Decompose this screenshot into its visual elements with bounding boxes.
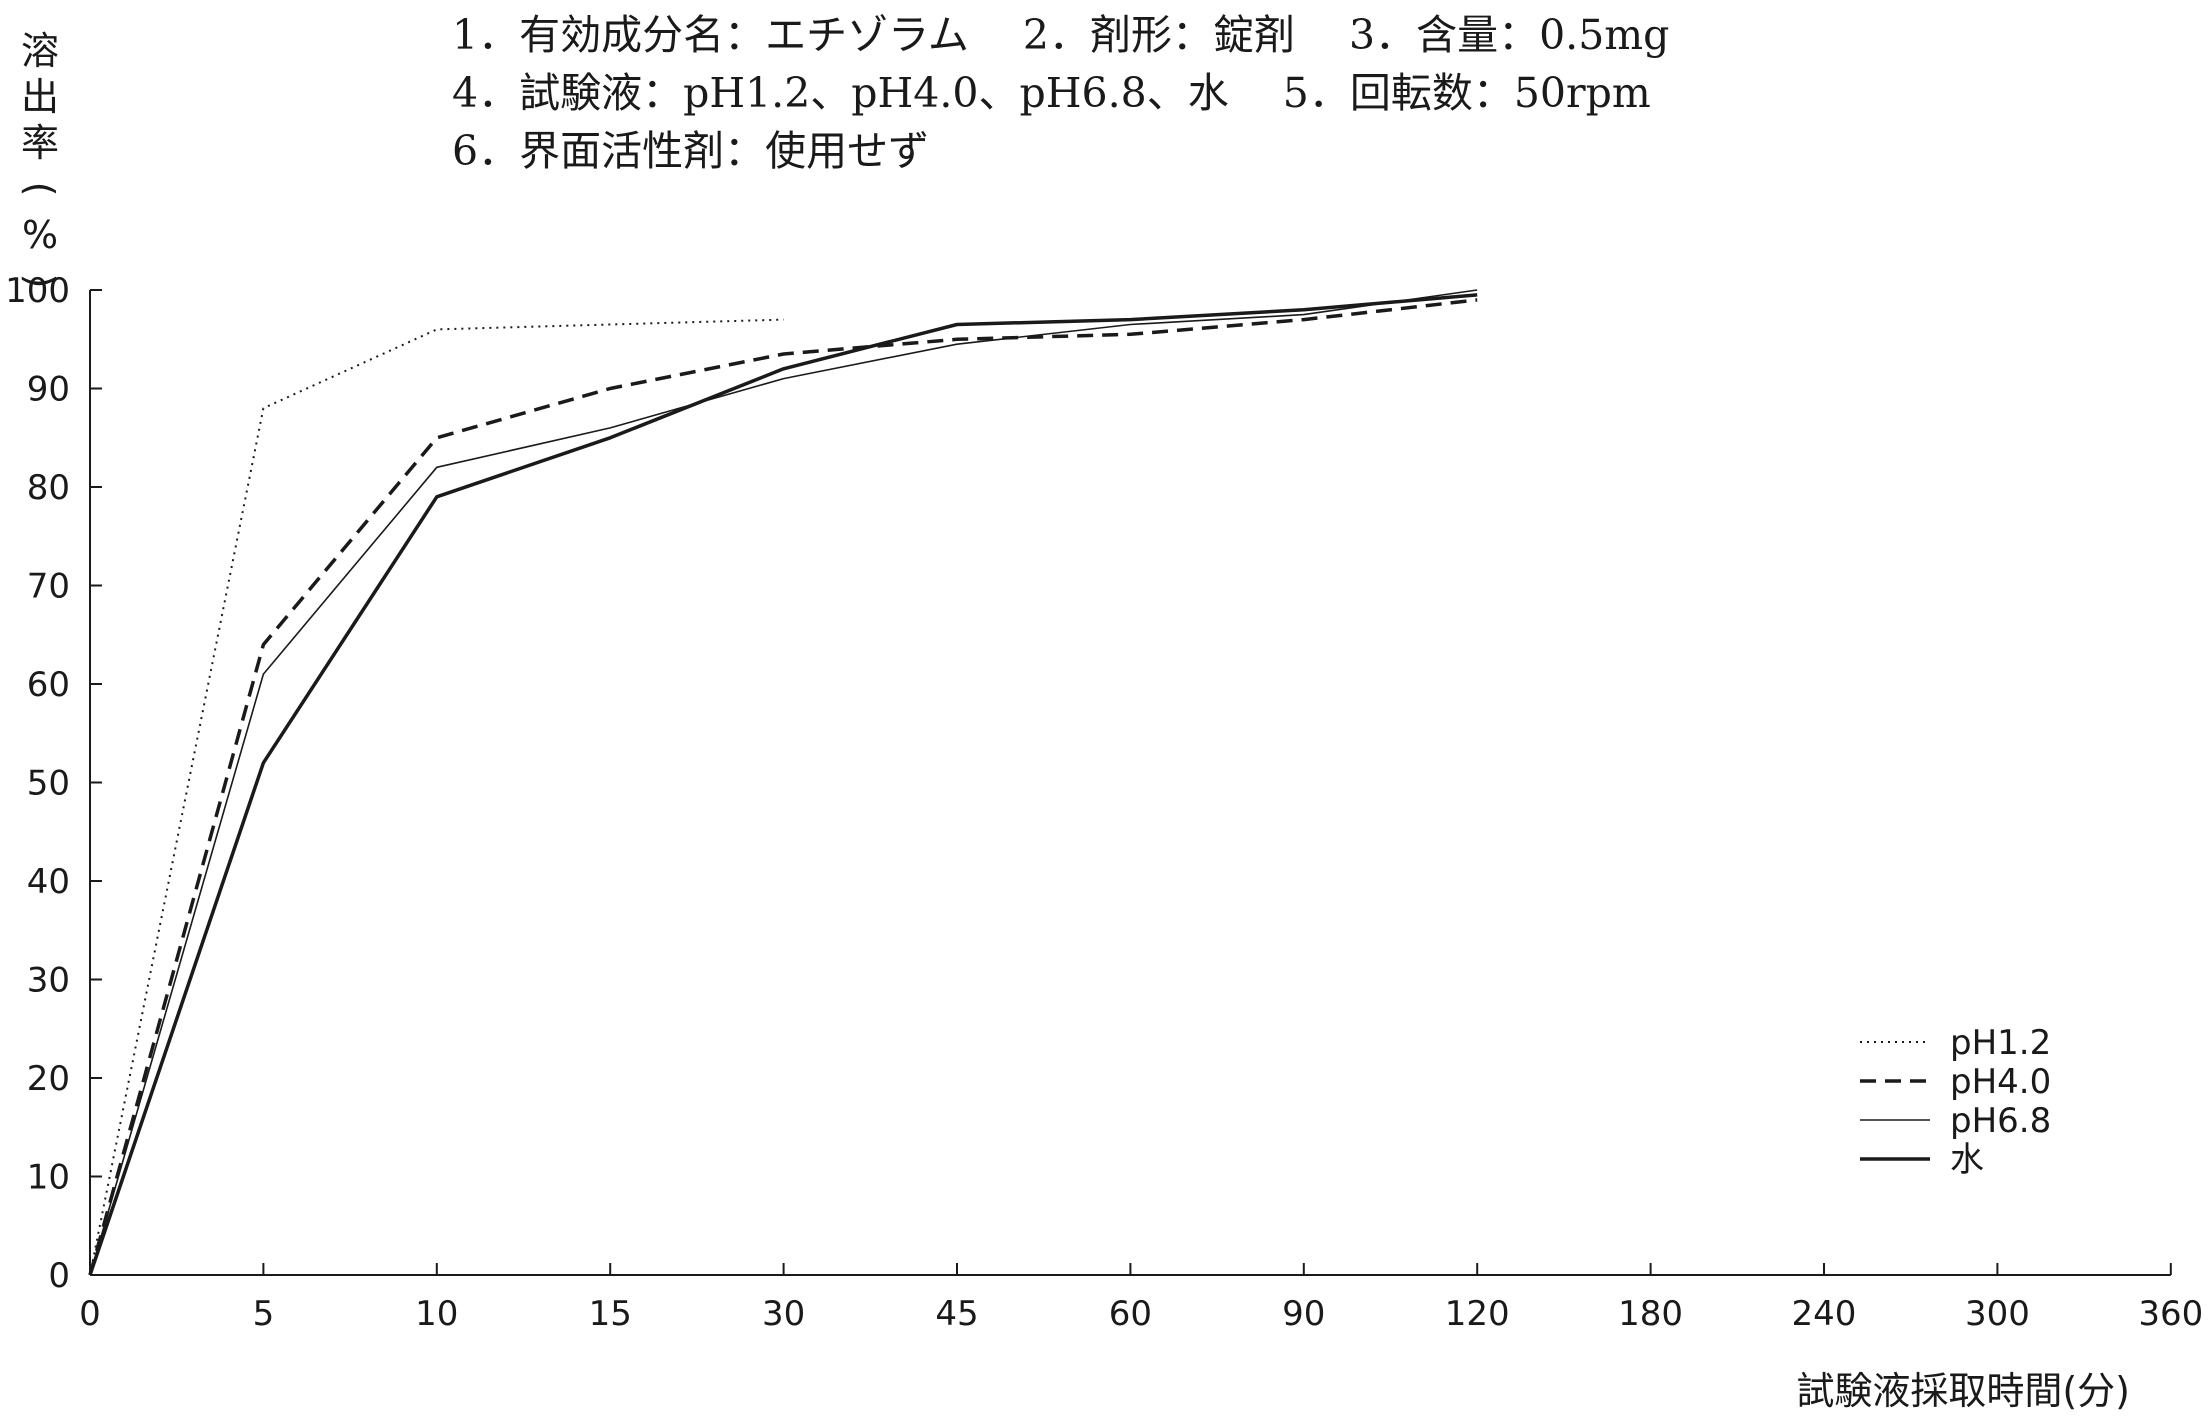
x-axis-label: 試験液採取時間(分) [1796,1369,2130,1413]
x-tick-label: 15 [589,1294,632,1334]
y-axis-label-char: 率 [20,121,59,165]
y-tick-label: 40 [27,862,70,902]
axes [89,289,2172,1276]
x-tick-label: 120 [1445,1294,1510,1334]
series-line-pH1.2 [89,318,784,1276]
y-tick-label: 20 [27,1059,70,1099]
y-tick-label: 70 [27,567,70,607]
y-axis-label-char: % [21,213,59,257]
conditions-line-1: 1．有効成分名：エチゾラム 2．剤形：錠剤 3．含量：0.5mg [452,11,1670,59]
y-tick-label: 10 [27,1158,70,1198]
legend-label: pH4.0 [1950,1062,2051,1102]
y-axis-label-char: 溶 [20,29,59,73]
x-tick-label: 300 [1965,1294,2030,1334]
legend-label: pH1.2 [1950,1023,2051,1063]
legend-label: pH6.8 [1950,1101,2051,1141]
x-tick-label: 240 [1792,1294,1857,1334]
conditions-line-2: 4．試験液：pH1.2、pH4.0、pH6.8、水 5．回転数：50rpm [452,69,1651,117]
series-line-pH4.0 [88,298,1478,1276]
series-line-水 [88,293,1478,1276]
x-tick-label: 90 [1282,1294,1325,1334]
series-line-pH6.8 [89,289,1478,1276]
x-tick-label: 360 [2138,1294,2203,1334]
series-lines [88,289,1478,1276]
y-tick-label: 80 [27,468,70,508]
x-tick-label: 0 [79,1294,101,1334]
y-tick-label: 100 [5,271,70,311]
y-tick-label: 30 [27,961,70,1001]
y-axis-label: 溶 出 率 ( % ) [14,28,66,304]
x-tick-label: 5 [253,1294,275,1334]
y-tick-label: 60 [27,665,70,705]
x-tick-label: 45 [935,1294,978,1334]
test-conditions: 1．有効成分名：エチゾラム 2．剤形：錠剤 3．含量：0.5mg 4．試験液：p… [452,6,1669,180]
x-tick-label: 60 [1109,1294,1152,1334]
tick-labels: 0 10 20 30 40 50 60 70 80 90 100 0 5 10 15 30 45 60 90 120 1… [5,271,2203,1334]
x-tick-label: 10 [415,1294,458,1334]
legend-label: 水 [1950,1140,1984,1180]
y-tick-label: 50 [27,764,70,804]
y-tick-label: 0 [48,1256,70,1296]
x-tick-label: 30 [762,1294,805,1334]
y-tick-label: 90 [27,370,70,410]
y-axis-label-char: 出 [20,75,59,119]
x-tick-label: 180 [1618,1294,1683,1334]
conditions-line-3: 6．界面活性剤：使用せず [452,127,930,175]
